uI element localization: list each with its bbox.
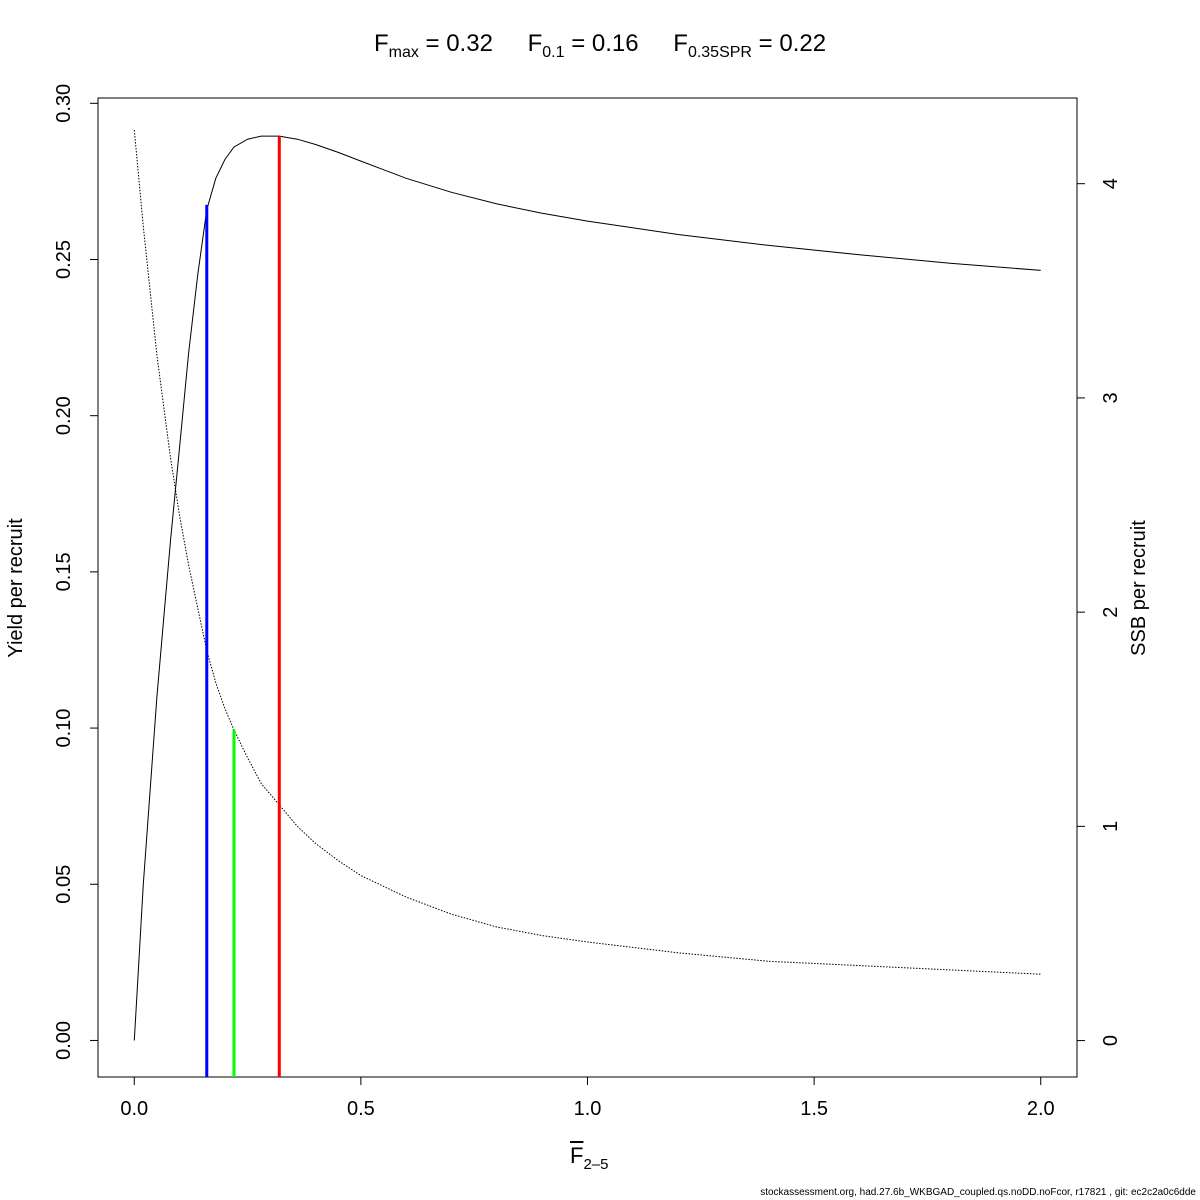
chart-title: Fmax = 0.32 F0.1 = 0.16 F0.35SPR = 0.22 [0,30,1200,62]
y-tick-label: 0.15 [53,552,75,591]
y2-tick-label: 1 [1100,821,1122,832]
x-tick-label: 2.0 [1027,1098,1055,1120]
title-f01: F0.1 = 0.16 [527,30,639,61]
y2-tick-label: 2 [1100,607,1122,618]
x-tick-label: 0.0 [120,1098,148,1120]
ssb-per-recruit-curve [133,130,1041,975]
x-tick-label: 0.5 [347,1098,375,1120]
y-axis-label: Yield per recruit [5,518,27,658]
x-axis-label: F2–5 [570,1143,609,1173]
y2-tick-label: 0 [1100,1035,1122,1046]
y2-tick-label: 3 [1100,392,1122,403]
y-tick-label: 0.05 [53,865,75,904]
title-fspr: F0.35SPR = 0.22 [673,30,827,61]
footer-source: stockassessment.org, had.27.6b_WKBGAD_co… [760,1187,1196,1198]
y-tick-label: 0.25 [53,240,75,279]
y-tick-label: 0.20 [53,396,75,435]
x-tick-label: 1.5 [800,1098,828,1120]
y-tick-label: 0.00 [53,1021,75,1060]
y-tick-label: 0.10 [53,709,75,748]
yield-per-recruit-curve [133,135,1041,1041]
plot-frame [97,97,1078,1078]
title-fmax: Fmax = 0.32 [373,30,493,61]
y2-tick-label: 4 [1100,178,1122,189]
x-tick-label: 1.0 [574,1098,602,1120]
y2-axis-label: SSB per recruit [1128,520,1150,656]
y-tick-label: 0.30 [53,84,75,123]
